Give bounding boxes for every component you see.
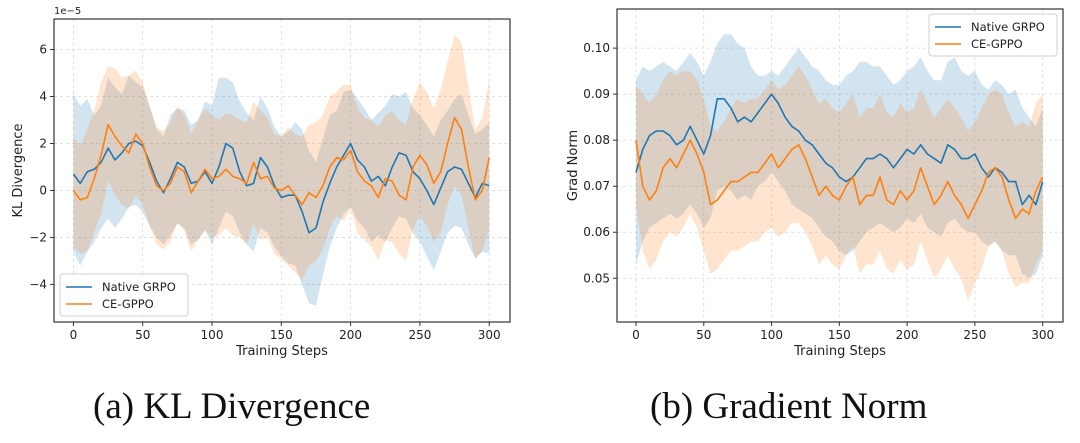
gn-axes-frame: [616, 8, 1064, 323]
gn-x-axis-label: Training Steps: [793, 344, 886, 359]
kl-xtick-label: 150: [270, 328, 293, 342]
gn-legend-label-native-grpo: Native GRPO: [971, 20, 1045, 34]
gn-xtick-label: 0: [632, 328, 640, 342]
gn-band-native-grpo: [636, 34, 1043, 279]
gn-ytick-label: 0.08: [583, 133, 610, 147]
gn-line-ce-gppo: [635, 139, 1044, 220]
caption-kl-divergence: (a) KL Divergence: [93, 386, 371, 427]
gn-xtick-label: 250: [963, 328, 986, 342]
kl-divergence-chart: 0 50 100 150 200 250 300 −4 −2 0 2 4 6 Training Steps…: [11, 6, 511, 359]
gn-xtick-label: 200: [896, 328, 919, 342]
kl-xtick-label: 200: [339, 328, 362, 342]
gn-band-ce-gppo: [636, 66, 1043, 302]
gn-xtick-label: 300: [1031, 328, 1054, 342]
gn-line-native-grpo: [635, 93, 1044, 206]
kl-y-axis-label: KL Divergence: [11, 124, 26, 218]
gn-xtick-label: 50: [696, 328, 711, 342]
kl-ytick-label: 0: [39, 183, 47, 197]
kl-ytick-label: 2: [39, 136, 47, 150]
kl-x-axis-label: Training Steps: [235, 344, 328, 359]
gn-xtick-label: 100: [760, 328, 783, 342]
kl-xtick-label: 100: [201, 328, 224, 342]
kl-legend-box: [59, 273, 189, 317]
kl-ytick-label: −4: [29, 277, 47, 291]
kl-ytick-label: −2: [29, 230, 47, 244]
gn-plot-area: [617, 9, 1063, 322]
kl-legend-label-ce-gppo: CE-GPPO: [102, 297, 154, 311]
gn-ytick-label: 0.07: [583, 179, 610, 193]
kl-legend-label-native-grpo: Native GRPO: [102, 280, 176, 294]
kl-xtick-label: 250: [408, 328, 431, 342]
gradient-norm-chart: 0 50 100 150 200 250 300 0.05 0.06 0.07 0.08 0.09 0.…: [566, 8, 1064, 359]
kl-xtick-label: 300: [478, 328, 501, 342]
gn-ytick-label: 0.05: [583, 271, 610, 285]
kl-line-ce-gppo: [72, 116, 490, 206]
kl-band-ce-gppo: [73, 35, 490, 280]
gn-ytick-label: 0.10: [583, 41, 610, 55]
kl-xtick-label: 0: [70, 328, 78, 342]
kl-ytick-label: 4: [39, 90, 47, 104]
kl-y-scale-label: 1e−5: [54, 6, 81, 17]
gn-ytick-label: 0.09: [583, 87, 610, 101]
gn-xtick-label: 150: [828, 328, 851, 342]
kl-ytick-label: 6: [39, 43, 47, 57]
gn-ytick-label: 0.06: [583, 225, 610, 239]
kl-plot-area: [54, 19, 510, 322]
kl-xtick-label: 50: [135, 328, 150, 342]
kl-axes-frame: [53, 18, 511, 323]
gn-y-axis-label: Grad Norm: [566, 130, 581, 201]
gn-legend-box: [928, 13, 1058, 57]
gn-legend-label-ce-gppo: CE-GPPO: [971, 37, 1023, 51]
caption-gradient-norm: (b) Gradient Norm: [650, 386, 928, 427]
